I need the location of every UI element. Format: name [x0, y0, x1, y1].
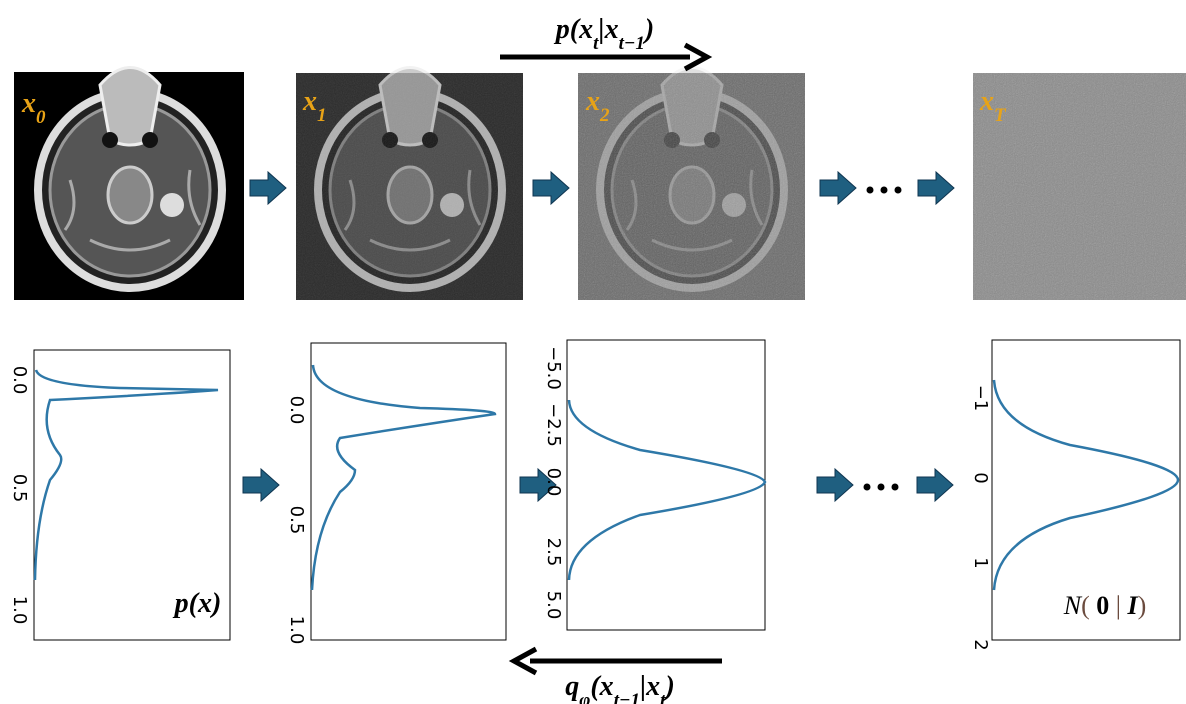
- tick-label: 0: [970, 472, 991, 483]
- tick-label: 2: [970, 639, 991, 650]
- plot-label: p(x): [173, 588, 222, 619]
- tick-label: 1: [970, 557, 991, 568]
- label-part: |x: [640, 671, 660, 702]
- tick-label: −2.5: [543, 403, 564, 447]
- tick-label: 0.5: [286, 506, 307, 535]
- tick-label: 0.0: [543, 468, 564, 497]
- label-part: ): [1138, 591, 1147, 620]
- subscript: φ: [579, 690, 590, 704]
- plot-label: N( 0 | I): [1063, 591, 1147, 620]
- label-part: (: [1081, 591, 1096, 620]
- label-part: N: [1063, 591, 1083, 620]
- forward-label: p(xt|xt−1): [554, 14, 654, 54]
- label-part: 0: [1096, 591, 1109, 620]
- label-base: x: [302, 86, 317, 117]
- label-part: |: [1109, 591, 1127, 620]
- tick-label: −5.0: [543, 346, 564, 390]
- diagram: p(xt|xt−1) qφ(xt−1|xt) p(x) N( 0 | I) x0…: [0, 0, 1186, 704]
- label-part: q: [565, 671, 579, 702]
- tick-label: 1.0: [286, 616, 307, 645]
- tick-label: 0.0: [9, 366, 30, 395]
- image-x0: [14, 68, 244, 301]
- tick-label: −1: [970, 385, 991, 412]
- tick-label: 0.5: [9, 474, 30, 503]
- subscript: 2: [599, 105, 610, 126]
- plot-2: [311, 343, 506, 640]
- label-base: x: [21, 88, 36, 119]
- label-part: p(x): [173, 588, 222, 619]
- subscript: T: [994, 105, 1007, 126]
- plot-3: [567, 340, 765, 630]
- subscript: 1: [317, 105, 327, 126]
- backward-arrow: [514, 649, 722, 673]
- subscript: t−1: [614, 690, 640, 704]
- tick-label: 0.0: [286, 396, 307, 425]
- label-part: x: [578, 14, 593, 45]
- label-base: x: [979, 86, 994, 117]
- subscript: t−1: [619, 33, 645, 54]
- label-part: (x: [590, 671, 613, 702]
- subscript: 0: [36, 107, 46, 128]
- backward-label: qφ(xt−1|xt): [565, 671, 675, 704]
- label-part: p(: [554, 14, 581, 45]
- image-x1: [296, 68, 523, 301]
- label-part: |x: [598, 14, 618, 45]
- tick-label: 2.5: [543, 538, 564, 567]
- tick-label: 1.0: [9, 596, 30, 625]
- tick-label: 5.0: [543, 591, 564, 620]
- label-base: x: [585, 86, 600, 117]
- image-x2: [578, 68, 805, 301]
- forward-arrow: [500, 45, 707, 69]
